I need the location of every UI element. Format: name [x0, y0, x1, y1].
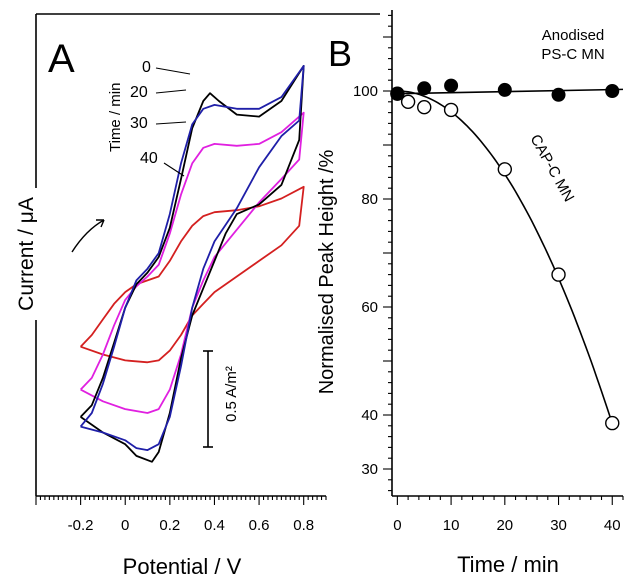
- panel-a-ylabel-bg: [8, 188, 42, 320]
- cap-c-point: [605, 415, 620, 431]
- cv-curve-40-min: [79, 185, 305, 364]
- x-tick-label: 0.8: [293, 517, 314, 534]
- legend-label-20-min: 20: [130, 84, 148, 101]
- cap-c-fit-curve: [397, 90, 614, 424]
- panel-a-label: A: [48, 37, 75, 81]
- anodised-point: [390, 86, 405, 101]
- x-tick-label: 0.2: [159, 517, 180, 534]
- cap-c-point: [400, 94, 416, 110]
- y-tick-label: 30: [361, 461, 378, 478]
- y-tick-label: 100: [353, 83, 378, 100]
- panel-b-ticks: [383, 14, 624, 505]
- x-tick-label: 0.4: [204, 517, 225, 534]
- x-tick-label: 0: [121, 517, 129, 534]
- legend-leader-line: [155, 67, 191, 75]
- x-tick-label: 0.6: [249, 517, 270, 534]
- panel-b-fit-lines: [397, 88, 624, 424]
- x-tick-label: 20: [496, 517, 513, 534]
- panel-b-tick-labels: 0 10 20 30 40 30 40 60 80 100: [353, 83, 621, 534]
- series-label-anodised-line1: Anodised: [542, 27, 605, 44]
- panel-a-legend: 0 20 30 40: [130, 59, 191, 177]
- panel-a-legend-title: Time / min: [107, 83, 124, 152]
- legend-label-40-min: 40: [140, 150, 158, 167]
- anodised-point: [444, 78, 459, 93]
- x-tick-label: 10: [443, 517, 460, 534]
- panel-b-label: B: [328, 33, 352, 74]
- scan-direction-arrowhead: [96, 219, 105, 228]
- anodised-point: [551, 87, 566, 102]
- panel-b-data-points: [390, 78, 620, 431]
- scale-bar: [203, 350, 213, 448]
- panel-a: -0.2 0 0.2 0.4 0.6 0.8 A Time / min 0 20 30 40 0…: [8, 13, 327, 577]
- panel-a-x-tick-labels: -0.2 0 0.2 0.4 0.6 0.8: [68, 517, 314, 534]
- cap-c-point: [443, 102, 459, 118]
- series-label-anodised-line2: PS-C MN: [541, 46, 604, 63]
- x-tick-label: -0.2: [68, 517, 94, 534]
- legend-label-0-min: 0: [142, 59, 151, 76]
- cap-c-point: [497, 162, 513, 177]
- panel-b-y-axis-title: Normalised Peak Height /%: [316, 150, 338, 395]
- y-tick-label: 80: [361, 191, 378, 208]
- scale-bar-label: 0.5 A/m²: [223, 366, 240, 422]
- anodised-point: [605, 84, 620, 98]
- scan-direction-arrow: [71, 219, 105, 253]
- legend-leader-line: [155, 121, 187, 125]
- panel-a-voltammograms: [79, 65, 305, 463]
- x-tick-label: 30: [550, 517, 567, 534]
- legend-label-30-min: 30: [130, 115, 148, 132]
- anodised-point: [497, 82, 512, 97]
- legend-leader-line: [163, 162, 185, 177]
- cap-c-point: [417, 99, 432, 115]
- x-tick-label: 40: [604, 517, 621, 534]
- legend-leader-line: [155, 89, 187, 94]
- y-tick-label: 40: [361, 407, 378, 424]
- panel-a-x-ticks: [35, 496, 327, 505]
- anodised-point: [417, 81, 432, 96]
- panel-a-y-axis-title: Current / μA: [15, 197, 38, 311]
- panel-b-x-axis-title: Time / min: [457, 552, 559, 577]
- x-tick-label: 0: [393, 517, 401, 534]
- series-label-cap-c: CAP-C MN: [527, 132, 578, 205]
- cv-curve-30-min: [79, 111, 305, 414]
- y-tick-label: 60: [361, 299, 378, 316]
- panel-a-x-axis-title: Potential / V: [123, 554, 242, 577]
- cv-curve-20-min: [79, 65, 305, 451]
- cap-c-point: [551, 267, 566, 282]
